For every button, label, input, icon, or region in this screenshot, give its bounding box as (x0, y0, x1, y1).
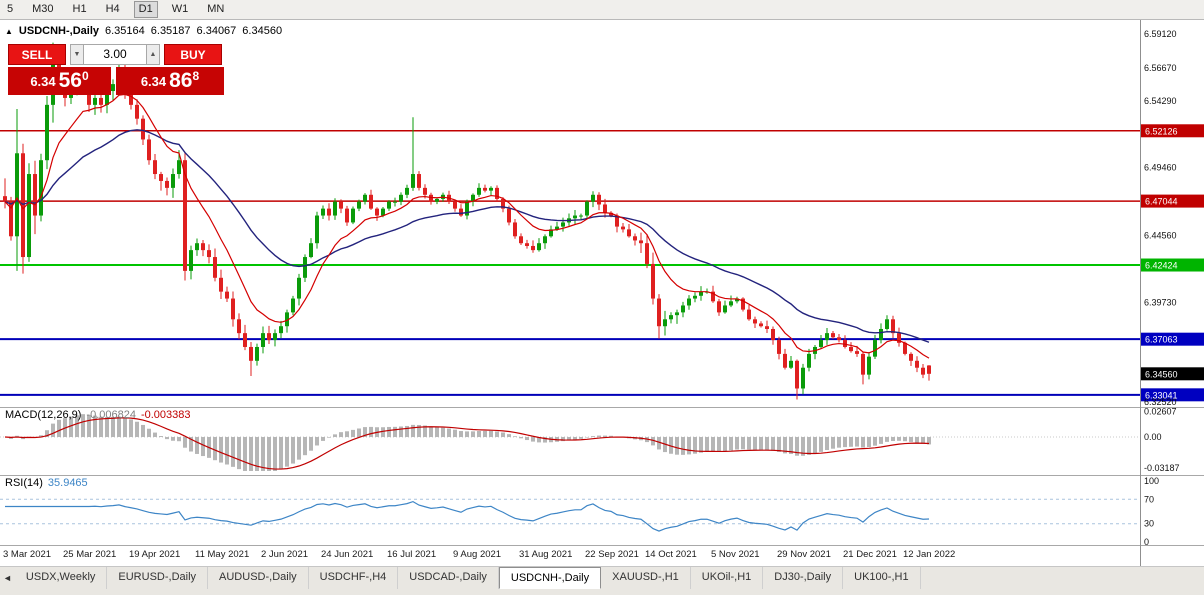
buy-price-base: 6.34 (140, 73, 167, 89)
svg-text:5 Nov 2021: 5 Nov 2021 (711, 549, 760, 560)
svg-text:2 Jun 2021: 2 Jun 2021 (261, 549, 308, 560)
sell-price-pips: 56 (58, 69, 82, 92)
svg-text:6.54290: 6.54290 (1144, 96, 1177, 106)
chart-tab-bar: ◄ USDX,Weekly EURUSD-,Daily AUDUSD-,Daily U… (0, 566, 1204, 595)
timeframe-button-m30[interactable]: M30 (27, 1, 58, 18)
svg-text:14 Oct 2021: 14 Oct 2021 (645, 549, 697, 560)
sell-price-point: 0 (81, 69, 89, 83)
svg-text:0.00: 0.00 (1144, 432, 1162, 442)
timeframe-toolbar: 5 M30 H1 H4 D1 W1 MN (0, 0, 1204, 20)
svg-text:25 Mar 2021: 25 Mar 2021 (63, 549, 116, 560)
svg-text:0: 0 (1144, 537, 1149, 547)
level-lines-layer (0, 130, 1140, 396)
svg-text:6.49460: 6.49460 (1144, 163, 1177, 173)
svg-text:6.33041: 6.33041 (1145, 390, 1178, 400)
svg-text:6.34560: 6.34560 (1145, 369, 1178, 379)
tab-scroll-left-icon[interactable]: ◄ (3, 573, 12, 583)
svg-text:100: 100 (1144, 476, 1159, 486)
svg-text:6.39730: 6.39730 (1144, 297, 1177, 307)
svg-text:9 Aug 2021: 9 Aug 2021 (453, 549, 501, 560)
chart-tab-usdcnh-daily[interactable]: USDCNH-,Daily (498, 567, 602, 589)
svg-text:0.02607: 0.02607 (1144, 407, 1177, 417)
svg-text:3 Mar 2021: 3 Mar 2021 (3, 549, 51, 560)
buy-price-pips: 86 (169, 69, 193, 92)
chart-tab-dj30-daily[interactable]: DJ30-,Daily (763, 567, 844, 589)
volume-input[interactable]: 3.00 (84, 44, 146, 65)
svg-text:22 Sep 2021: 22 Sep 2021 (585, 549, 639, 560)
svg-text:6.56670: 6.56670 (1144, 63, 1177, 73)
chart-tabs: USDX,Weekly EURUSD-,Daily AUDUSD-,Daily USD… (15, 567, 921, 589)
svg-text:6.52126: 6.52126 (1145, 126, 1178, 136)
buy-button[interactable]: BUY (164, 44, 222, 65)
svg-text:29 Nov 2021: 29 Nov 2021 (777, 549, 831, 560)
chart-canvas[interactable]: 6.59120 6.56670 6.54290 6.52126 6.49460 6.470… (0, 20, 1204, 566)
macd-panel-layer (0, 414, 1140, 471)
chart-tab-xauusd-h1[interactable]: XAUUSD-,H1 (601, 567, 691, 589)
trade-prices-row: 6.34 56 0 6.34 86 8 (8, 67, 224, 95)
sell-price-base: 6.34 (30, 73, 56, 89)
svg-text:6.44560: 6.44560 (1144, 230, 1177, 240)
chart-tab-usdchf-h4[interactable]: USDCHF-,H4 (309, 567, 399, 589)
chart-tab-eurusd-daily[interactable]: EURUSD-,Daily (107, 567, 209, 589)
svg-text:30: 30 (1144, 519, 1154, 529)
timeframe-button-w1[interactable]: W1 (167, 1, 194, 18)
svg-text:19 Apr 2021: 19 Apr 2021 (129, 549, 180, 560)
volume-decrease-button[interactable]: ▼ (70, 44, 84, 65)
svg-text:11 May 2021: 11 May 2021 (195, 549, 249, 560)
buy-price-display[interactable]: 6.34 86 8 (116, 67, 224, 95)
timeframe-button-h1[interactable]: H1 (68, 1, 92, 18)
svg-text:70: 70 (1144, 494, 1154, 504)
svg-text:6.42424: 6.42424 (1145, 261, 1178, 271)
svg-text:12 Jan 2022: 12 Jan 2022 (903, 549, 955, 560)
svg-text:24 Jun 2021: 24 Jun 2021 (321, 549, 373, 560)
panel-separators (0, 20, 1204, 566)
sell-price-display[interactable]: 6.34 56 0 (8, 67, 111, 95)
svg-text:6.37063: 6.37063 (1145, 335, 1178, 345)
chart-tab-usdcad-daily[interactable]: USDCAD-,Daily (398, 567, 499, 589)
svg-text:16 Jul 2021: 16 Jul 2021 (387, 549, 436, 560)
svg-text:6.47044: 6.47044 (1145, 197, 1178, 207)
timeframe-button-d1[interactable]: D1 (133, 1, 158, 18)
chart-tab-usdx-weekly[interactable]: USDX,Weekly (15, 567, 108, 589)
moving-averages-layer (4, 93, 930, 359)
buy-price-point: 8 (192, 69, 200, 83)
chart-tab-ukoil-h1[interactable]: UKOil-,H1 (691, 567, 764, 589)
date-axis[interactable]: 3 Mar 2021 25 Mar 2021 19 Apr 2021 11 May 2… (3, 549, 955, 560)
svg-text:-0.03187: -0.03187 (1144, 463, 1180, 473)
volume-increase-button[interactable]: ▲ (146, 44, 160, 65)
svg-text:6.59120: 6.59120 (1144, 29, 1177, 39)
timeframe-button-mn[interactable]: MN (202, 1, 229, 18)
svg-text:31 Aug 2021: 31 Aug 2021 (519, 549, 572, 560)
trade-buttons-row: SELL ▼ 3.00 ▲ BUY (8, 44, 224, 65)
timeframe-button-5[interactable]: 5 (2, 1, 18, 18)
candles-layer (3, 42, 931, 400)
svg-text:6.32520: 6.32520 (1144, 397, 1177, 407)
chart-tab-uk100-h1[interactable]: UK100-,H1 (843, 567, 921, 589)
chart-tab-audusd-daily[interactable]: AUDUSD-,Daily (208, 567, 309, 589)
rsi-panel-layer (0, 498, 1140, 532)
timeframe-button-h4[interactable]: H4 (101, 1, 125, 18)
one-click-trading-panel: SELL ▼ 3.00 ▲ BUY 6.34 56 0 6.34 86 8 (8, 44, 224, 95)
svg-text:21 Dec 2021: 21 Dec 2021 (843, 549, 897, 560)
sell-button[interactable]: SELL (8, 44, 66, 65)
price-axis[interactable]: 6.59120 6.56670 6.54290 6.52126 6.49460 6.470… (1141, 29, 1204, 547)
